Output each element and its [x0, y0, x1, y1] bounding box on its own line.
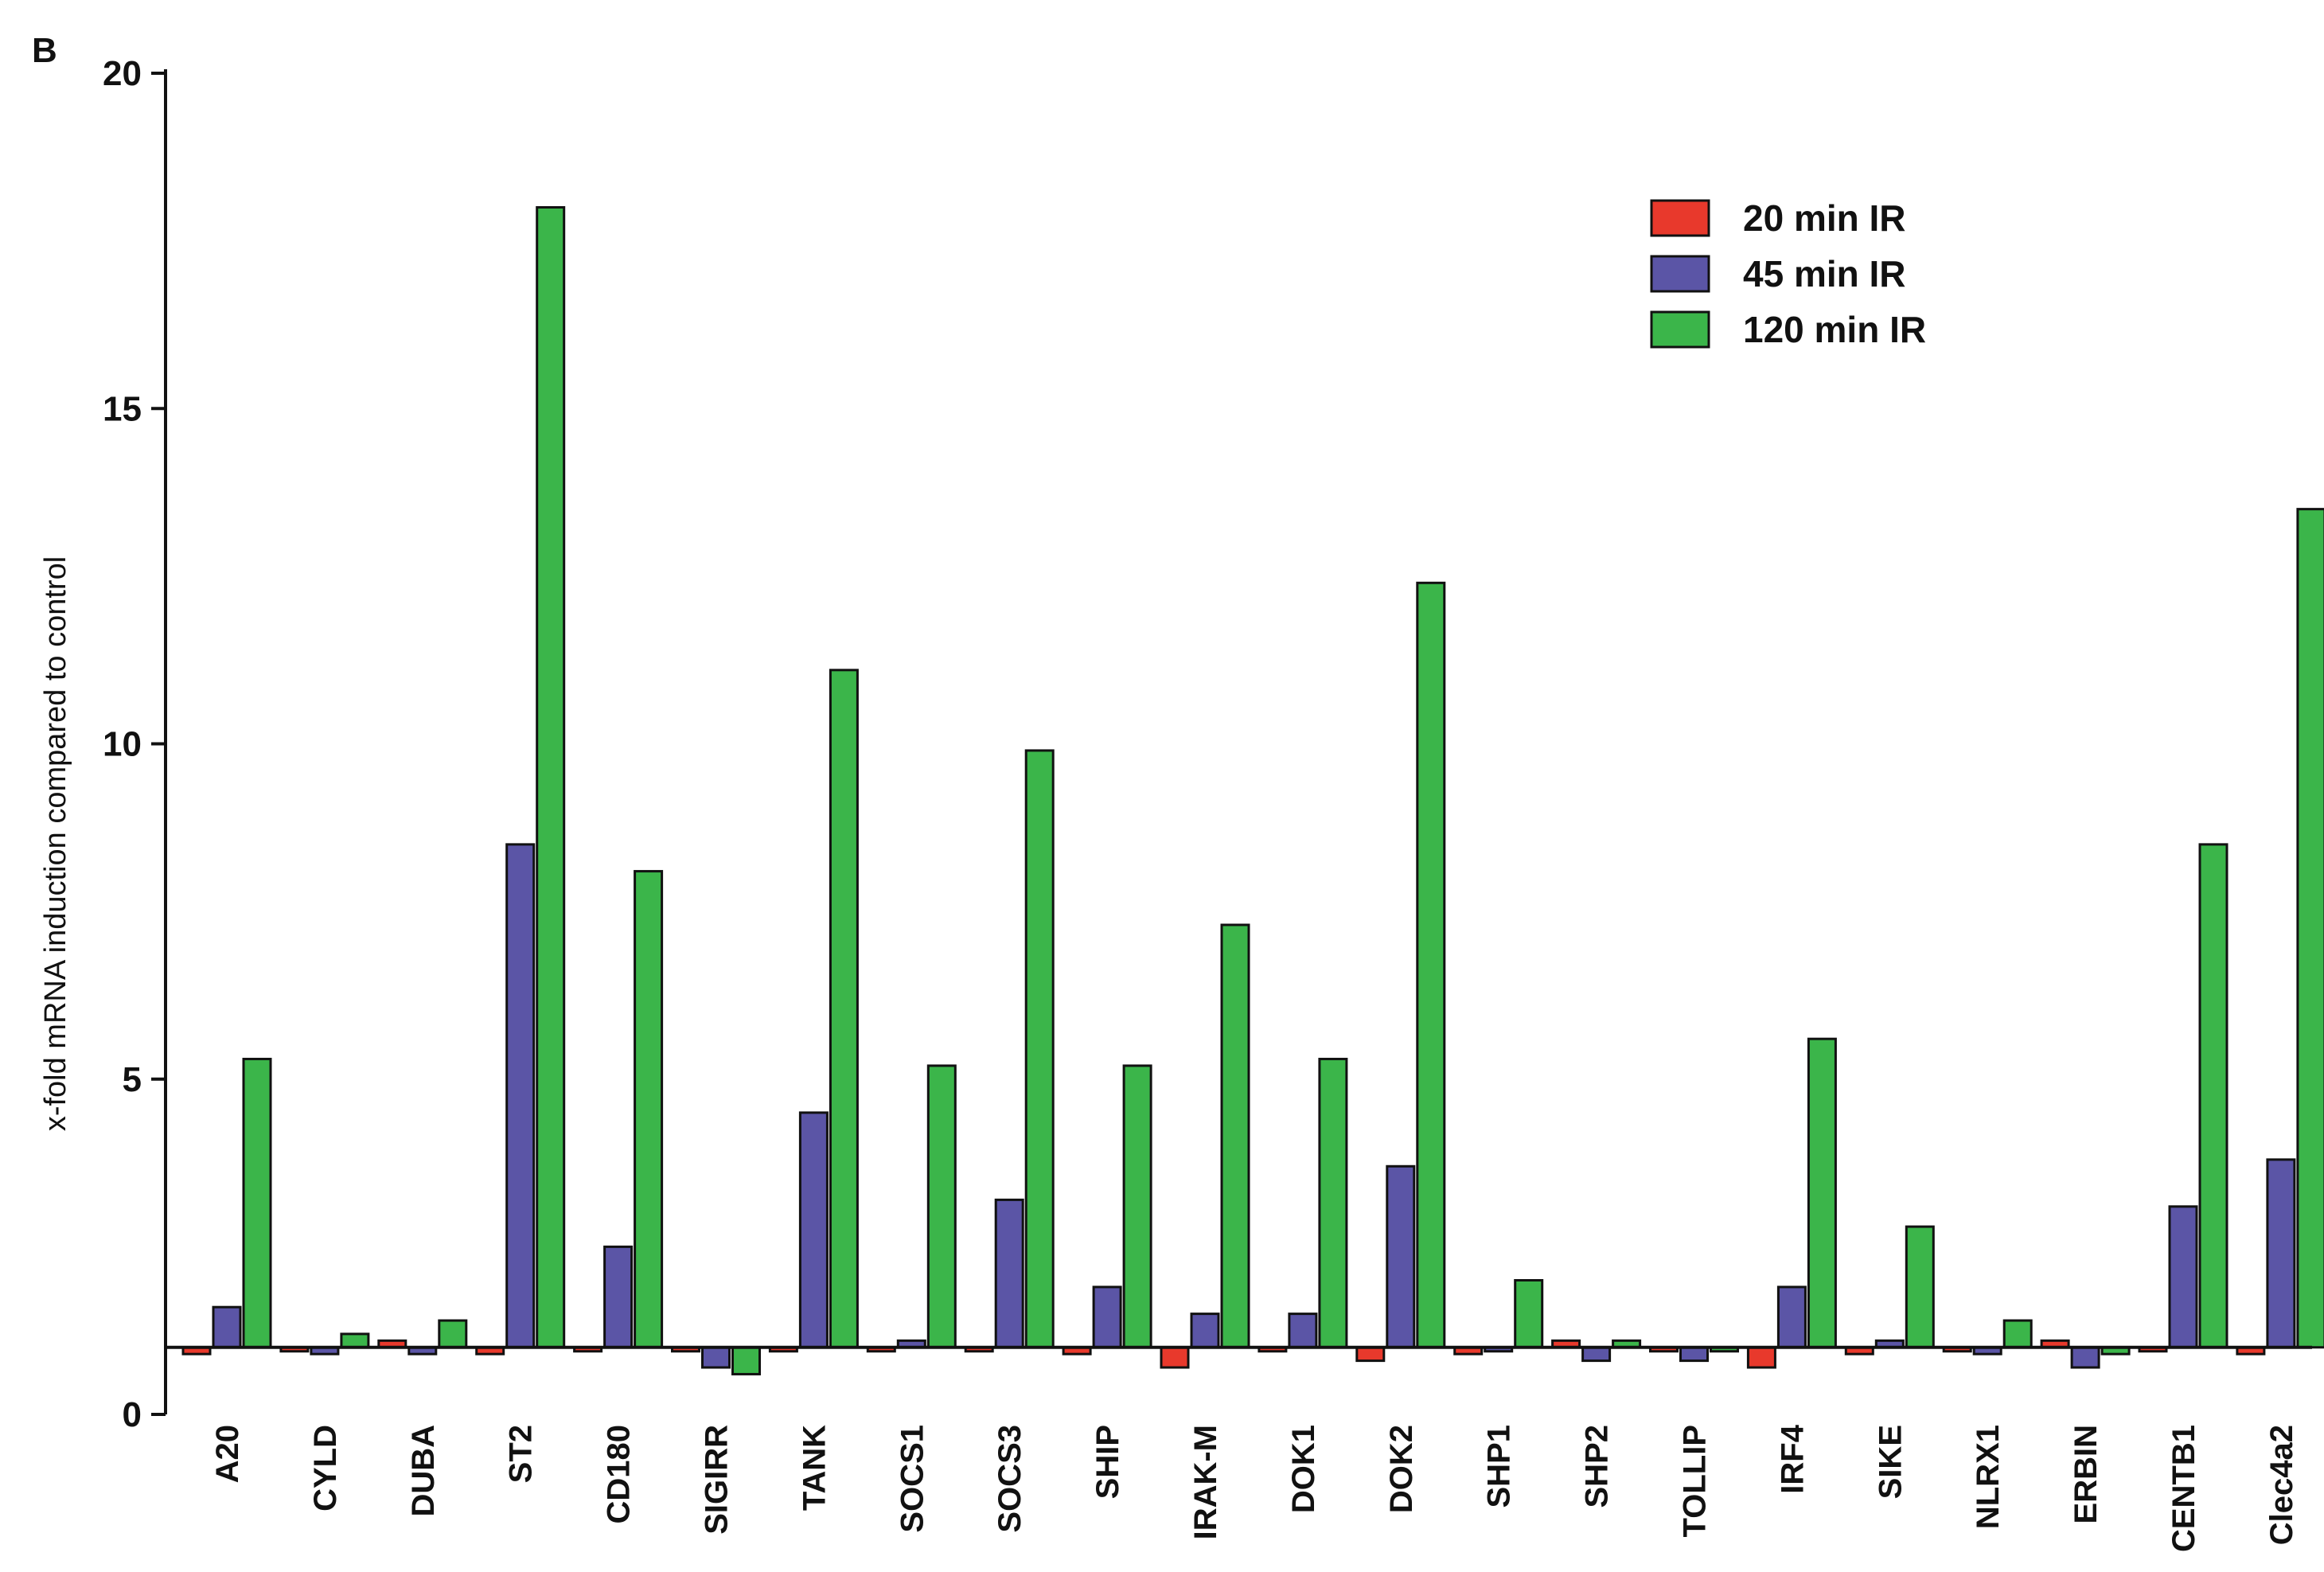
- x-tick-label: SIKE: [1873, 1425, 1908, 1499]
- bar-irf4-s1: [1746, 1346, 1776, 1369]
- x-tick-label: SHP1: [1482, 1425, 1517, 1508]
- bar-dok2-s3: [1416, 581, 1446, 1349]
- legend-swatch: [1650, 310, 1710, 349]
- y-tick-label: 20: [103, 54, 142, 93]
- x-tick-label: DOK2: [1384, 1425, 1419, 1513]
- x-tick-label: SOCS3: [992, 1425, 1027, 1533]
- bar-irak-m-s3: [1220, 923, 1250, 1349]
- y-tick-label: 10: [103, 725, 142, 764]
- bar-a20-s2: [212, 1305, 242, 1349]
- bar-cyld-s3: [340, 1332, 370, 1349]
- bar-sigirr-s2: [701, 1346, 731, 1369]
- bar-irf4-s3: [1807, 1037, 1837, 1349]
- bar-ship-s3: [1122, 1064, 1152, 1349]
- x-tick-label: SHIP: [1090, 1425, 1125, 1499]
- x-tick-label: Clec4a2: [2264, 1425, 2299, 1545]
- y-tick-label: 0: [123, 1395, 142, 1434]
- x-tick-label: CENTB1: [2166, 1425, 2201, 1552]
- x-axis-labels: A20 CYLD DUBA ST2 CD180 SIGIRR TANK SOCS1 SOCS3 S…: [210, 1424, 2299, 1552]
- y-tick-label: 15: [103, 389, 142, 428]
- y-axis-label: x-fold mRNA induction compared to contro…: [39, 556, 72, 1131]
- x-tick-label: SOCS1: [895, 1425, 930, 1533]
- bar-ship-s2: [1092, 1285, 1122, 1349]
- bar-socs1-s3: [926, 1064, 957, 1349]
- x-tick-label: TANK: [797, 1425, 832, 1511]
- legend-label: 45 min IR: [1743, 253, 1906, 295]
- bar-cd180-s2: [603, 1245, 634, 1349]
- bar-shp1-s3: [1514, 1279, 1544, 1349]
- bar-erbin-s2: [2070, 1346, 2100, 1369]
- bar-dok2-s1: [1355, 1346, 1386, 1363]
- bar-dok1-s3: [1318, 1057, 1348, 1349]
- legend: 20 min IR 45 min IR 120 min IR: [1650, 197, 1926, 350]
- panel-label: B: [32, 31, 57, 70]
- legend-label: 20 min IR: [1743, 197, 1906, 239]
- bar-a20-s3: [242, 1057, 272, 1349]
- x-tick-label: SHP2: [1580, 1425, 1615, 1508]
- x-tick-label: DUBA: [406, 1425, 441, 1517]
- bar-sigirr-s3: [731, 1346, 761, 1375]
- x-tick-label: DOK1: [1286, 1425, 1321, 1513]
- y-tick-label: 5: [123, 1060, 142, 1099]
- bar-sike-s3: [1905, 1225, 1935, 1349]
- x-tick-label: IRAK-M: [1188, 1425, 1223, 1539]
- bar-st2-s3: [536, 206, 566, 1349]
- bar-tank-s3: [829, 669, 859, 1349]
- bar-irf4-s2: [1776, 1285, 1807, 1349]
- bar-irak-m-s1: [1160, 1346, 1190, 1369]
- x-tick-label: ERBIN: [2069, 1425, 2104, 1523]
- x-tick-label: TOLLIP: [1678, 1425, 1713, 1537]
- bar-tank-s2: [798, 1111, 829, 1349]
- y-axis: 0 5 10 15 20: [103, 54, 167, 1434]
- legend-swatch: [1650, 255, 1710, 293]
- bar-clec4a2-s2: [2266, 1158, 2296, 1349]
- x-tick-label: CD180: [602, 1425, 637, 1524]
- bar-dok1-s2: [1288, 1313, 1318, 1349]
- bar-st2-s2: [505, 843, 536, 1349]
- bar-nlrx1-s3: [2002, 1319, 2033, 1349]
- bar-irak-m-s2: [1190, 1313, 1220, 1349]
- legend-label: 120 min IR: [1743, 309, 1926, 350]
- bar-clec4a2-s3: [2296, 508, 2324, 1349]
- legend-swatch: [1650, 199, 1710, 237]
- x-tick-label: ST2: [504, 1425, 539, 1483]
- bar-centb1-s2: [2168, 1205, 2198, 1349]
- bar-socs3-s3: [1024, 749, 1055, 1349]
- x-tick-label: A20: [210, 1425, 245, 1483]
- bar-dok2-s2: [1386, 1164, 1416, 1349]
- bar-shp2-s2: [1581, 1346, 1612, 1363]
- x-tick-label: CYLD: [308, 1425, 343, 1512]
- bar-cd180-s3: [634, 870, 664, 1349]
- x-tick-label: NLRX1: [1971, 1425, 2006, 1529]
- bars-group: [181, 206, 2324, 1375]
- x-tick-label: IRF4: [1775, 1424, 1810, 1493]
- bar-centb1-s3: [2198, 843, 2228, 1349]
- bar-tollip-s2: [1679, 1346, 1709, 1363]
- bar-duba-s3: [438, 1319, 468, 1349]
- x-tick-label: SIGIRR: [700, 1425, 735, 1535]
- bar-socs3-s2: [994, 1198, 1024, 1349]
